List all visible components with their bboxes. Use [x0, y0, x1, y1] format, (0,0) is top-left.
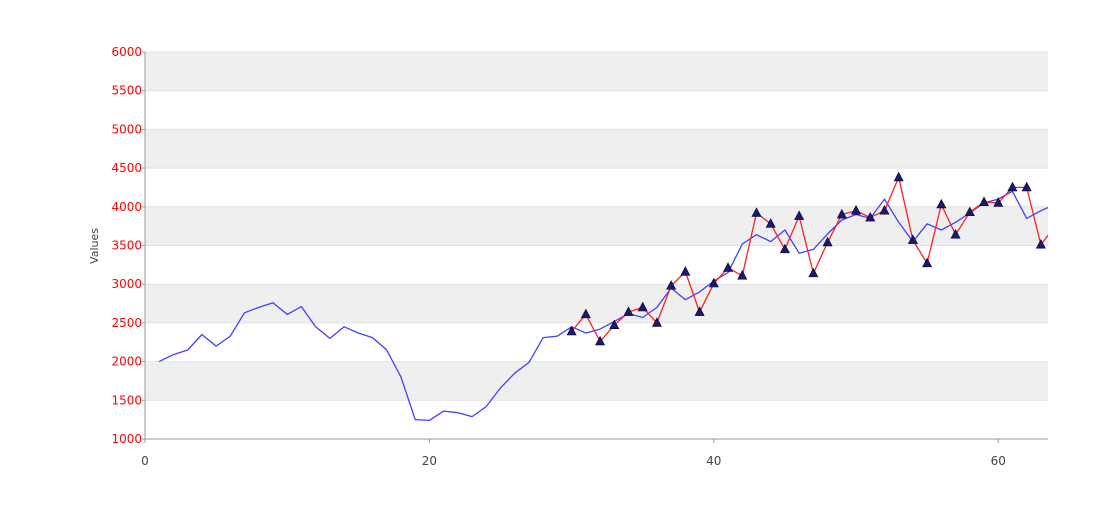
data-point-marker	[708, 277, 719, 288]
data-point-marker	[964, 206, 975, 217]
data-point-marker	[879, 205, 890, 215]
grid-band	[145, 129, 1048, 169]
data-point-marker	[680, 266, 691, 276]
data-point-marker	[950, 229, 961, 239]
data-point-marker	[1007, 181, 1018, 192]
data-point-marker	[865, 211, 876, 222]
data-point-marker	[1051, 221, 1060, 230]
data-point-marker	[836, 208, 847, 219]
data-point-marker	[751, 207, 762, 217]
y-axis-ticks: 6000 5500 5000 4500 4000 3500 3000 2500 2000 1500…	[111, 45, 145, 446]
y-tick-label: 3500	[111, 239, 142, 253]
data-point-marker	[808, 267, 819, 278]
data-point-marker	[851, 205, 862, 215]
data-point-marker	[566, 325, 577, 336]
x-tick-label: 60	[991, 454, 1006, 468]
data-point-marker	[623, 306, 634, 316]
y-tick-label: 2500	[111, 316, 142, 330]
y-axis-title: Values	[88, 228, 101, 264]
data-point-marker	[993, 197, 1004, 207]
data-point-marker	[580, 308, 591, 319]
grid-band	[145, 52, 1048, 91]
data-point-marker	[595, 335, 606, 346]
data-point-marker	[779, 243, 790, 254]
data-point-marker	[907, 234, 918, 244]
data-point-marker	[609, 319, 620, 330]
data-point-marker	[1021, 181, 1032, 192]
y-tick-label: 3000	[111, 277, 142, 291]
series-line-1	[158, 190, 1048, 422]
grid-bands	[145, 52, 1048, 401]
data-point-marker	[893, 171, 904, 182]
grid-band	[145, 206, 1048, 246]
y-tick-label: 4000	[111, 200, 142, 214]
data-point-marker	[666, 280, 677, 290]
x-axis-ticks: 0 20 40 60	[141, 439, 1006, 468]
grid-lines	[145, 51, 1048, 440]
data-point-marker	[651, 317, 662, 327]
y-tick-label: 5000	[111, 122, 142, 136]
data-point-marker	[794, 210, 805, 220]
data-point-marker	[936, 198, 947, 209]
data-point-marker	[922, 257, 933, 268]
data-point-marker	[637, 301, 648, 312]
y-tick-label: 4500	[111, 161, 142, 175]
y-tick-label: 6000	[111, 45, 142, 59]
data-point-marker	[1035, 239, 1046, 249]
data-point-marker	[723, 262, 734, 272]
data-point-marker	[694, 306, 705, 316]
y-tick-label: 1500	[111, 393, 142, 407]
grid-band	[145, 284, 1048, 323]
x-tick-label: 40	[706, 454, 721, 468]
x-tick-label: 0	[141, 454, 149, 468]
data-point-marker	[765, 218, 776, 228]
y-tick-label: 1000	[111, 432, 142, 446]
x-tick-label: 20	[422, 454, 437, 468]
grid-band	[145, 361, 1048, 401]
data-point-marker	[737, 270, 748, 280]
y-tick-label: 5500	[111, 84, 142, 98]
y-tick-label: 2000	[111, 355, 142, 369]
series-layer	[158, 171, 1060, 422]
data-point-marker	[979, 196, 990, 206]
data-point-marker	[822, 236, 833, 247]
